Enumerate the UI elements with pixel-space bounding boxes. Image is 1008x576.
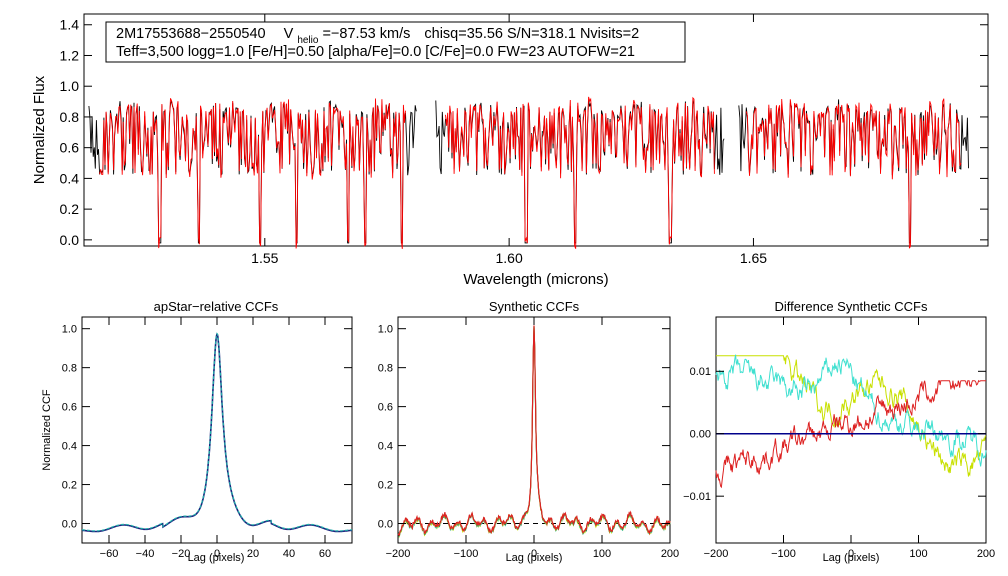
difference-ccf-data: [715, 354, 987, 489]
difference-ccf-panel: Difference Synthetic CCFs −200 −100 0 100 20…: [683, 299, 995, 564]
apstar-ccf-xtick-label: 0: [214, 548, 220, 560]
synthetic-ccf-panel: Synthetic CCFs −200 −100 0 100 200 0.0 0.2 0.4 0…: [378, 299, 679, 564]
model-spectrum-line: [445, 96, 715, 249]
apstar-ccf-ylabel: Normalized CCF: [41, 389, 53, 471]
synthetic-ccf-line-1: [397, 326, 671, 539]
difference-ccf-ytick-label: 0.00: [690, 429, 711, 441]
apstar-ccf-ytick-label: 0.4: [62, 440, 77, 452]
synthetic-ccf-ytick-label: 0.6: [378, 401, 393, 413]
v-helio-prefix: V: [284, 26, 294, 42]
synthetic-ccf-axes: −200 −100 0 100 200 0.0 0.2 0.4 0.6 0.8 1.0: [378, 317, 679, 560]
difference-ccf-ytick-label: −0.01: [683, 491, 711, 503]
spectrum-info-box: [105, 21, 686, 63]
difference-ccf-xtick-label: −200: [704, 548, 729, 560]
apstar-ccf-ytick-label: 0.2: [62, 479, 77, 491]
spectrum-info-line2: Teff=3,500 logg=1.0 [Fe/H]=0.50 [alpha/F…: [116, 44, 635, 60]
difference-ccf-xtick-label: −100: [771, 548, 796, 560]
observed-spectrum-line: [738, 99, 969, 244]
apstar-ccf-ytick-label: 0.8: [62, 363, 77, 375]
synthetic-ccf-xtick-label: 200: [661, 548, 679, 560]
v-helio-value: =−87.53 km/s: [322, 26, 410, 42]
difference-ccf-axes: −200 −100 0 100 200 −0.01 0.00 0.01: [683, 317, 995, 560]
model-spectrum-line: [745, 98, 962, 249]
spectrum-xtick-label: 1.55: [251, 250, 278, 266]
difference-ccf-title: Difference Synthetic CCFs: [775, 299, 928, 314]
difference-ccf-ytick-label: 0.01: [690, 366, 711, 378]
synthetic-ccf-line-5: [397, 325, 671, 537]
apstar-ccf-xtick-label: −60: [100, 548, 119, 560]
spectrum-xlabel: Wavelength (microns): [463, 271, 608, 288]
difference-ccf-line-diff-cyan: [715, 354, 987, 467]
spectrum-ytick-label: 1.2: [60, 47, 80, 63]
spectrum-ytick-label: 1.0: [60, 78, 80, 94]
difference-ccf-xtick-label: 0: [848, 548, 854, 560]
synthetic-ccf-xtick-label: −100: [454, 548, 479, 560]
spectrum-ytick-label: 0.0: [60, 232, 80, 248]
difference-ccf-xtick-label: 200: [977, 548, 995, 560]
synthetic-ccf-ytick-label: 0.2: [378, 479, 393, 491]
synthetic-ccf-line-2: [397, 326, 671, 538]
spectrum-data: [88, 96, 969, 249]
difference-ccf-line-diff-red: [715, 379, 986, 489]
apstar-ccf-ytick-label: 1.0: [62, 324, 77, 336]
synthetic-ccf-line-4: [397, 326, 671, 537]
star-id: 2M17553688−2550540: [116, 26, 266, 42]
synthetic-ccf-plot-frame: [397, 316, 671, 544]
synthetic-ccf-data: [397, 325, 671, 539]
difference-ccf-line-diff-yellow: [716, 355, 987, 477]
apstar-ccf-ytick-label: 0.6: [62, 401, 77, 413]
model-spectrum-line: [99, 98, 406, 249]
spectrum-ytick-label: 1.4: [60, 17, 80, 33]
apstar-ccf-xtick-label: 20: [247, 548, 259, 560]
spectrum-ytick-label: 0.2: [60, 201, 80, 217]
spectrum-ytick-label: 0.8: [60, 109, 80, 125]
apstar-ccf-xtick-label: 60: [319, 548, 331, 560]
spectrum-ylabel: Normalized Flux: [31, 75, 48, 184]
synthetic-ccf-xlabel: Lag (pixels): [506, 552, 563, 564]
apstar-ccf-line: [82, 332, 352, 533]
apstar-ccf-axes: −60 −40 −20 0 20 40 60 0.0 0.2 0.4 0.6 0.8 1.0: [62, 317, 352, 560]
apstar-ccf-ytick-label: 0.0: [62, 518, 77, 530]
synthetic-ccf-ytick-label: 0.0: [378, 518, 393, 530]
spectrum-ytick-label: 0.6: [60, 140, 80, 156]
spectrum-axes: 1.55 1.60 1.65 0.0 0.2 0.4 0.6 0.8 1.0 1.2 1.4: [60, 14, 988, 266]
v-helio-subscript: helio: [297, 35, 319, 46]
apstar-ccf-xlabel: Lag (pixels): [188, 552, 245, 564]
difference-ccf-xlabel: Lag (pixels): [823, 552, 880, 564]
synthetic-ccf-xtick-label: 100: [593, 548, 611, 560]
spectrum-xtick-label: 1.65: [740, 250, 767, 266]
spectrum-info-line1: 2M17553688−2550540 V helio =−87.53 km/s …: [116, 26, 639, 47]
apstar-ccf-panel: apStar−relative CCFs −60 −40 −20 0 20 40 60 0.0…: [41, 299, 353, 564]
synthetic-ccf-xtick-label: 0: [531, 548, 537, 560]
spectrum-plot-frame: [83, 13, 989, 247]
difference-ccf-xtick-label: 100: [909, 548, 927, 560]
apstar-ccf-data: [82, 332, 352, 533]
apstar-ccf-xtick-label: −20: [172, 548, 191, 560]
spectrum-xtick-label: 1.60: [495, 250, 522, 266]
synthetic-ccf-ytick-label: 1.0: [378, 324, 393, 336]
apstar-ccf-plot-frame: [81, 316, 353, 544]
synthetic-ccf-ytick-label: 0.4: [378, 440, 393, 452]
apstar-ccf-title: apStar−relative CCFs: [154, 299, 279, 314]
synthetic-ccf-line-3: [397, 325, 671, 537]
synthetic-ccf-ytick-label: 0.8: [378, 363, 393, 375]
apstar-ccf-overlay-line: [82, 332, 352, 532]
apstar-ccf-xtick-label: 40: [283, 548, 295, 560]
synthetic-ccf-xtick-label: −200: [386, 548, 411, 560]
fit-stats: chisq=35.56 S/N=318.1 Nvisits=2: [424, 26, 639, 42]
spectrum-ytick-label: 0.4: [60, 170, 80, 186]
synthetic-ccf-title: Synthetic CCFs: [489, 299, 580, 314]
spectrum-panel: 1.55 1.60 1.65 0.0 0.2 0.4 0.6 0.8 1.0 1.2 1.4 2M1…: [31, 13, 989, 288]
apstar-ccf-xtick-label: −40: [136, 548, 155, 560]
